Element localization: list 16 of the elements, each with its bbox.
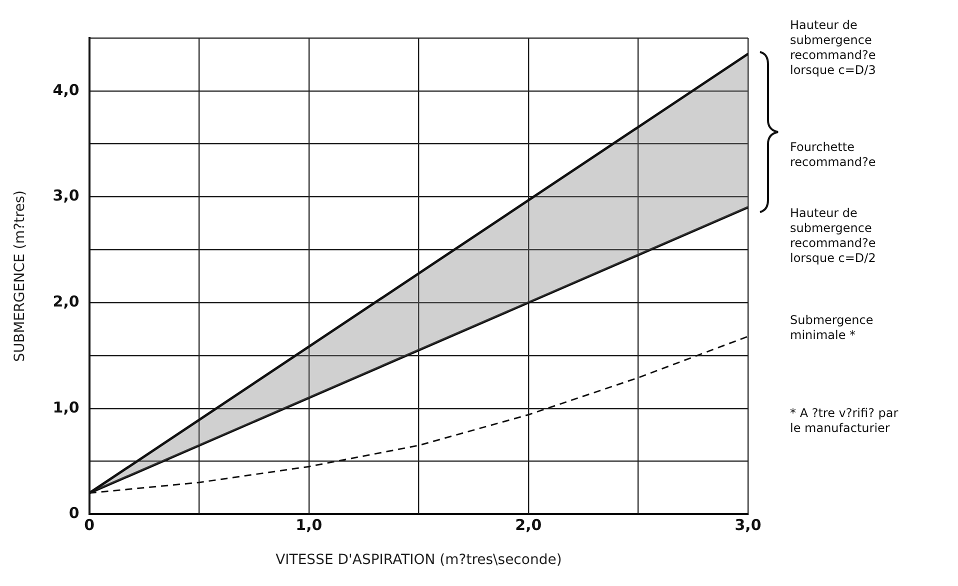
- text: Submergence minimale *: [790, 313, 874, 343]
- text: Hauteur de submergence recommand?e lorsque c=D/3: [790, 18, 877, 78]
- y-tick-label: 2,0: [52, 292, 80, 310]
- x-tick-label: 2,0: [515, 516, 542, 534]
- text: * A ?tre v?rifi? par le manufacturier: [790, 406, 900, 436]
- y-tick-label: 3,0: [52, 186, 80, 205]
- text: Fourchette recommand?e: [790, 140, 877, 170]
- y-tick-label: 0: [68, 504, 80, 522]
- x-axis-title: VITESSE D'ASPIRATION (m?tres\seconde): [276, 552, 562, 568]
- text: Hauteur de submergence recommand?e lorsque c=D/2: [790, 206, 877, 266]
- y-axis-title: SUBMERGENCE (m?tres): [12, 190, 28, 362]
- x-tick-label: 3,0: [734, 516, 762, 534]
- x-tick-label: 0: [84, 516, 95, 534]
- y-tick-label: 1,0: [52, 398, 80, 416]
- x-tick-label: 1,0: [296, 516, 322, 534]
- y-tick-label: 4,0: [52, 80, 80, 99]
